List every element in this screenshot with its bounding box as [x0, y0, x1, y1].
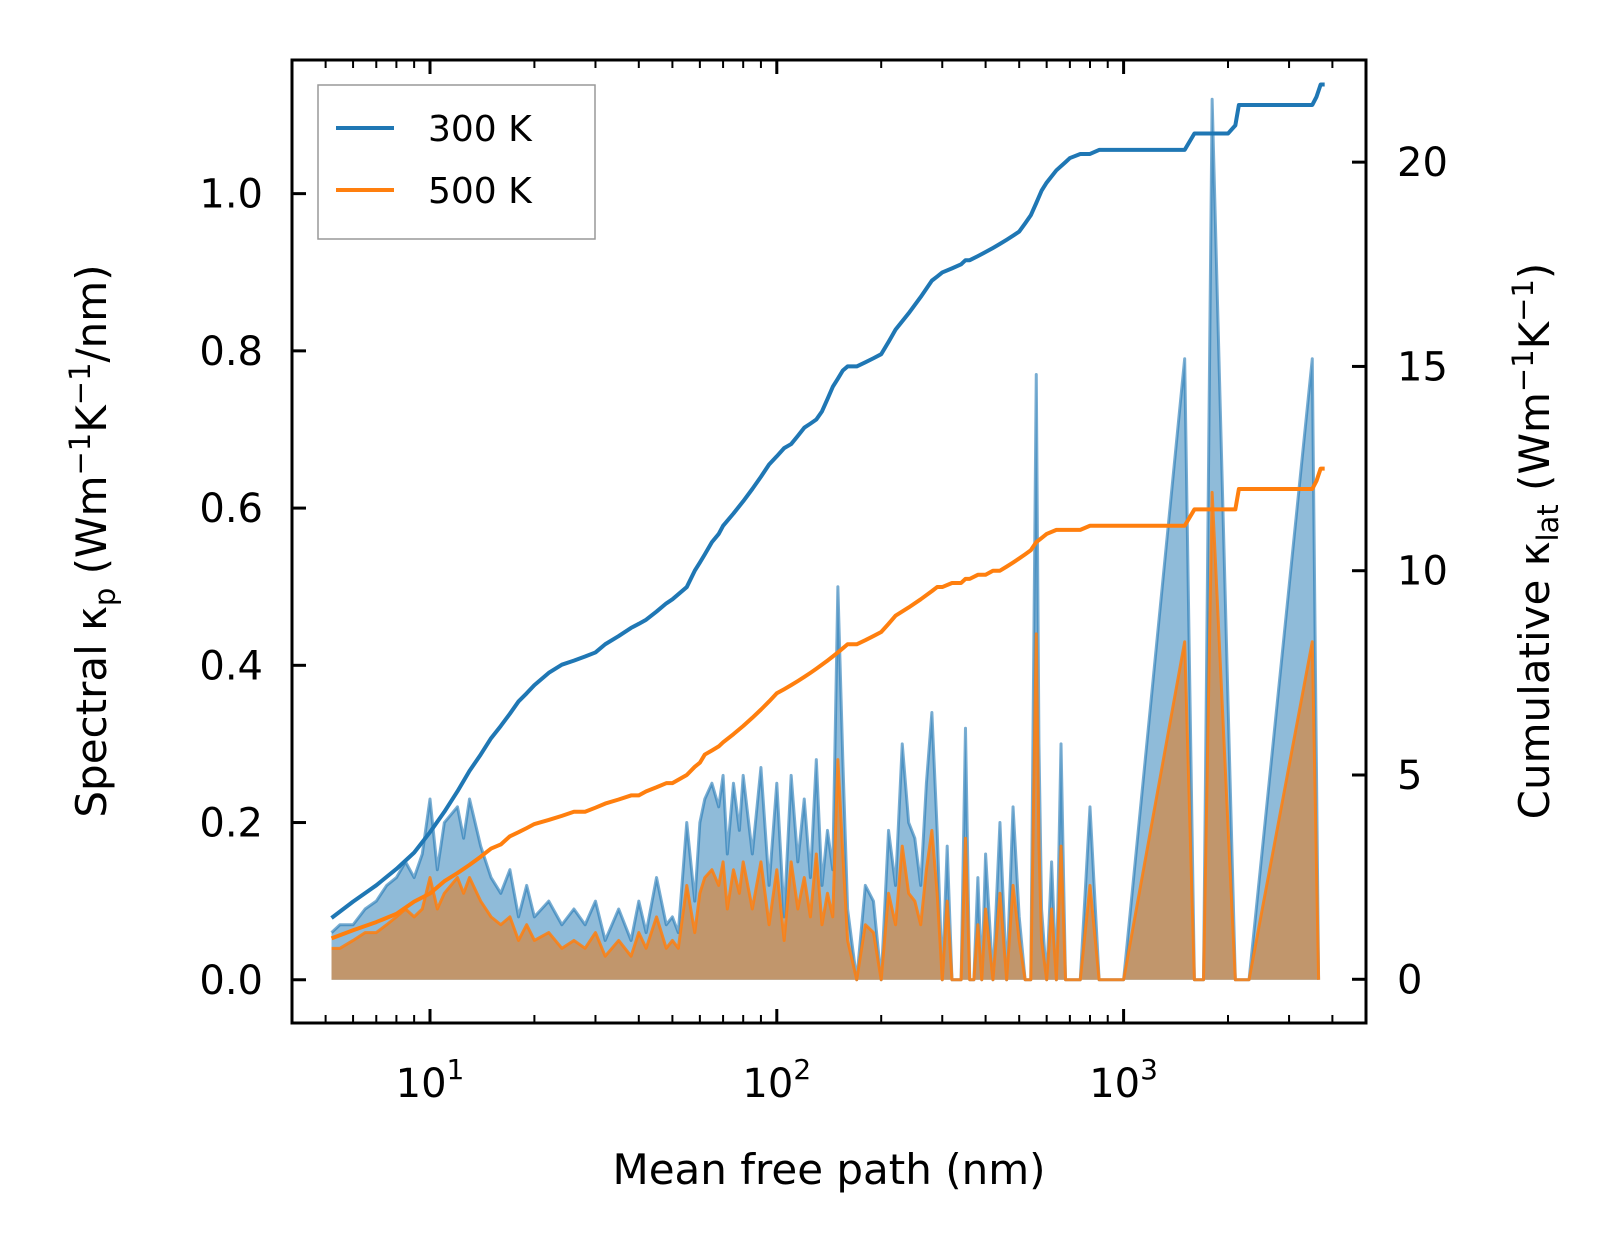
y-right-tick-label: 0 [1397, 957, 1422, 1003]
legend-box [317, 84, 596, 240]
x-tick-labels: 101 102 103 [396, 1053, 1158, 1107]
y-left-tick-label: 1.0 [199, 172, 263, 218]
y-right-tick-label: 5 [1397, 753, 1422, 799]
x-tick-label: 103 [1089, 1053, 1158, 1107]
y-right-tick-label: 15 [1397, 344, 1448, 390]
spectral-area-500k [331, 492, 1319, 980]
cumulative-line-500k [330, 466, 1325, 941]
y-right-axis-title: Cumulative κlat (Wm−1K−1) [1506, 263, 1565, 820]
y-right-tick-label: 20 [1397, 140, 1448, 186]
cumulative-lines [330, 82, 1325, 941]
y-left-tick-label: 0.8 [199, 329, 263, 375]
x-tick-label: 101 [396, 1053, 465, 1107]
x-axis-title: Mean free path (nm) [612, 1145, 1045, 1194]
y-left-tick-label: 0.2 [199, 801, 263, 847]
cumulative-line-300k [330, 82, 1325, 920]
legend-label-500k: 500 K [428, 171, 533, 212]
y-left-tick-label: 0.4 [199, 643, 263, 689]
y-left-tick-label: 0.6 [199, 486, 263, 532]
y-right-tick-label: 10 [1397, 549, 1448, 595]
x-tick-label: 102 [742, 1053, 811, 1107]
y-left-tick-label: 0.0 [199, 958, 263, 1004]
plot-frame [290, 58, 1368, 1025]
y-right-tick-labels: 0 5 10 15 20 [1397, 140, 1448, 1003]
legend-label-300k: 300 K [428, 109, 533, 150]
y-left-tick-labels: 0.0 0.2 0.4 0.6 0.8 1.0 [199, 172, 263, 1004]
spectral-line-500k [331, 490, 1321, 982]
legend: 300 K 500 K [317, 84, 596, 240]
y-left-axis-title: Spectral κp (Wm−1K−1/nm) [63, 264, 122, 817]
